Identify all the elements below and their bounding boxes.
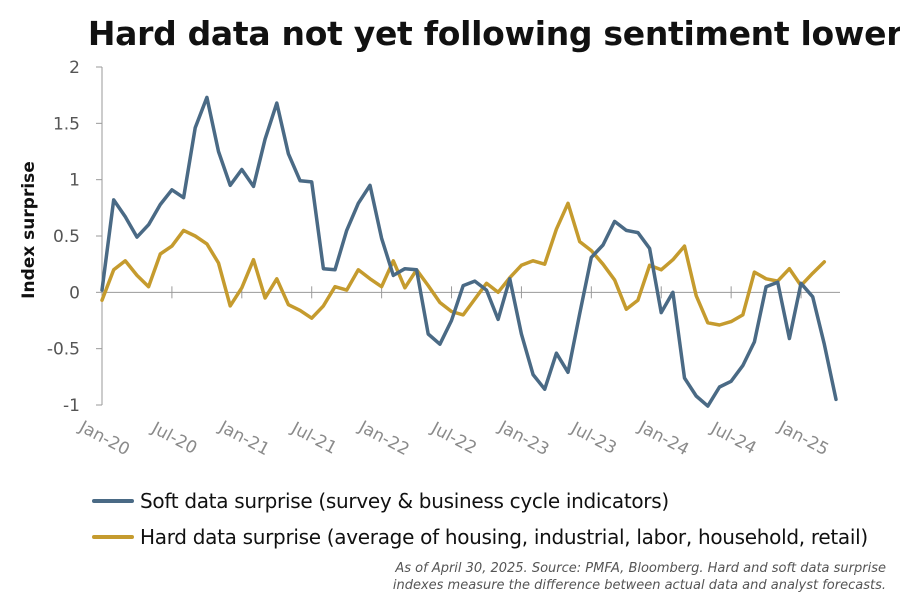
legend-swatch-hard-data [92, 535, 134, 539]
x-tick-label: Jan-25 [774, 417, 832, 460]
x-tick-label: Jan-21 [215, 417, 273, 460]
x-tick-label: Jul-23 [567, 418, 620, 459]
legend-item-hard-data: Hard data surprise (average of housing, … [92, 522, 868, 552]
source-footnote: As of April 30, 2025. Source: PMFA, Bloo… [393, 560, 886, 594]
x-tick-label: Jan-23 [494, 417, 552, 460]
x-tick-label: Jul-20 [147, 418, 200, 459]
y-tick-label: 1.5 [53, 114, 80, 134]
y-tick-label: -0.5 [47, 340, 80, 360]
x-tick-label: Jan-22 [355, 417, 413, 460]
legend-label-hard-data: Hard data surprise (average of housing, … [140, 525, 868, 549]
y-tick-label: 1 [69, 171, 80, 191]
chart-title: Hard data not yet following sentiment lo… [87, 14, 900, 53]
series-line-hard-data [100, 201, 827, 327]
plot-area [100, 95, 838, 408]
footnote-line-1: As of April 30, 2025. Source: PMFA, Bloo… [395, 561, 886, 576]
x-tick-label: Jul-21 [287, 418, 340, 459]
y-tick-label: 0 [69, 283, 80, 303]
chart-legend: Soft data surprise (survey & business cy… [92, 486, 868, 558]
y-tick-label: 2 [69, 58, 80, 78]
legend-swatch-soft-data [92, 499, 134, 503]
y-tick-label: 0.5 [53, 227, 80, 247]
x-tick-label: Jul-24 [707, 418, 760, 459]
y-axis-title: Index surprise [19, 161, 39, 299]
series-line-soft-data [100, 95, 838, 408]
x-tick-label: Jul-22 [427, 418, 480, 459]
legend-label-soft-data: Soft data surprise (survey & business cy… [140, 489, 669, 513]
legend-item-soft-data: Soft data surprise (survey & business cy… [92, 486, 868, 516]
x-tick-label: Jan-24 [634, 417, 692, 460]
footnote-line-2: indexes measure the difference between a… [392, 578, 886, 593]
x-tick-label: Jan-20 [75, 417, 133, 460]
y-tick-label: -1 [63, 396, 80, 416]
